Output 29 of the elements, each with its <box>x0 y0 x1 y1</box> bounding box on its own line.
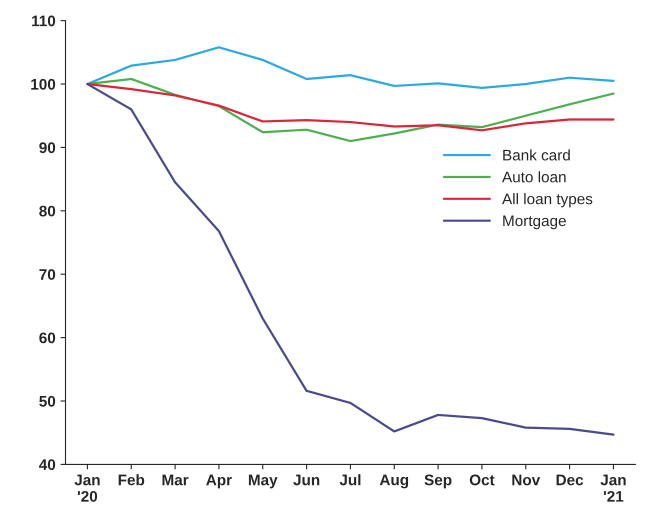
legend-label: All loan types <box>502 193 592 208</box>
y-tick-label: 110 <box>32 16 56 26</box>
line-series <box>86 46 615 89</box>
line-series <box>86 82 615 132</box>
y-tick-label: 60 <box>39 332 56 344</box>
y-tick-label: 70 <box>39 269 56 280</box>
x-tick-label: Apr <box>206 474 232 488</box>
line-series <box>86 82 615 436</box>
x-tick-label: Jan '21 <box>600 474 626 502</box>
y-tick-label: 40 <box>39 459 56 470</box>
legend-label: Bank card <box>503 149 570 161</box>
y-tick-label: 50 <box>39 396 56 407</box>
x-tick-label: Aug <box>380 474 408 488</box>
x-tick-label: Oct <box>470 474 494 486</box>
x-tick-label: May <box>248 474 278 488</box>
x-tick-label: Jan '20 <box>74 474 100 502</box>
legend-label: Mortgage <box>503 216 566 230</box>
y-tick-label: 80 <box>39 206 56 217</box>
x-tick-label: Sep <box>424 474 452 488</box>
line-series <box>86 78 615 142</box>
x-tick-label: Feb <box>118 474 144 486</box>
x-tick-label: Dec <box>556 474 584 486</box>
x-tick-label: Jun <box>293 474 320 486</box>
legend-label: Auto loan <box>502 171 566 182</box>
x-tick-label: Mar <box>162 474 188 486</box>
x-tick-label: Nov <box>512 474 540 486</box>
y-tick-label: 90 <box>39 142 56 154</box>
y-tick-label: 100 <box>31 78 56 90</box>
x-tick-label: Jul <box>340 474 360 486</box>
